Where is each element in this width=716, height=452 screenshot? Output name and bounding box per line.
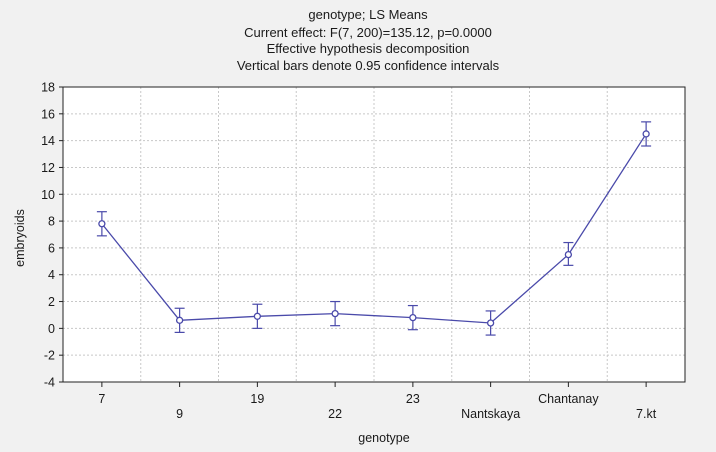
y-tick-label-1: -2: [44, 349, 55, 363]
x-axis-label: genotype: [358, 431, 409, 445]
y-tick-label-4: 4: [48, 268, 55, 282]
y-axis: -4 -2 0 2 4 6 8 10 12 14 16 18: [41, 81, 63, 390]
data-point-1: [175, 316, 184, 324]
chart-subtitle-intervals: Vertical bars denote 0.95 confidence int…: [237, 58, 500, 73]
data-point-7: [642, 130, 650, 138]
x-axis: 7 9 19 22 23 Nantskaya Chantanay 7.kt: [98, 382, 657, 421]
y-tick-label-11: 18: [41, 81, 55, 95]
x-tick-label-1: 9: [176, 407, 183, 421]
chart-subtitle-effect: Current effect: F(7, 200)=135.12, p=0.00…: [244, 25, 492, 40]
data-point-3: [331, 309, 339, 318]
data-point-0: [98, 220, 106, 228]
plot-frame: [62, 86, 686, 383]
y-tick-label-0: -4: [44, 376, 55, 390]
x-tick-label-0: 7: [98, 392, 105, 406]
y-tick-label-7: 10: [41, 188, 55, 202]
x-tick-label-5: Nantskaya: [461, 407, 520, 421]
grid-lines: [63, 87, 685, 382]
data-point-4: [409, 313, 417, 322]
chart-title-block: genotype; LS Means Current effect: F(7, …: [237, 7, 500, 73]
data-point-2: [253, 312, 262, 320]
y-tick-label-3: 2: [48, 295, 55, 309]
x-tick-label-7: 7.kt: [636, 407, 657, 421]
x-tick-label-6: Chantanay: [538, 392, 599, 406]
x-tick-label-2: 19: [250, 392, 264, 406]
y-tick-label-6: 8: [48, 215, 55, 229]
y-tick-label-9: 14: [41, 134, 55, 148]
y-tick-label-8: 12: [41, 161, 55, 175]
chart-subtitle-decomposition: Effective hypothesis decomposition: [267, 41, 470, 56]
series-line-0: [101, 133, 647, 324]
series-group: [96, 121, 652, 336]
x-tick-label-4: 23: [406, 392, 420, 406]
x-tick-label-3: 22: [328, 407, 342, 421]
data-point-5: [486, 319, 495, 327]
y-tick-label-5: 6: [48, 241, 55, 255]
y-axis-label: embryoids: [13, 209, 27, 267]
y-tick-label-10: 16: [41, 107, 55, 121]
chart-title: genotype; LS Means: [308, 7, 428, 22]
data-point-6: [564, 250, 573, 259]
y-tick-label-2: 0: [48, 322, 55, 336]
